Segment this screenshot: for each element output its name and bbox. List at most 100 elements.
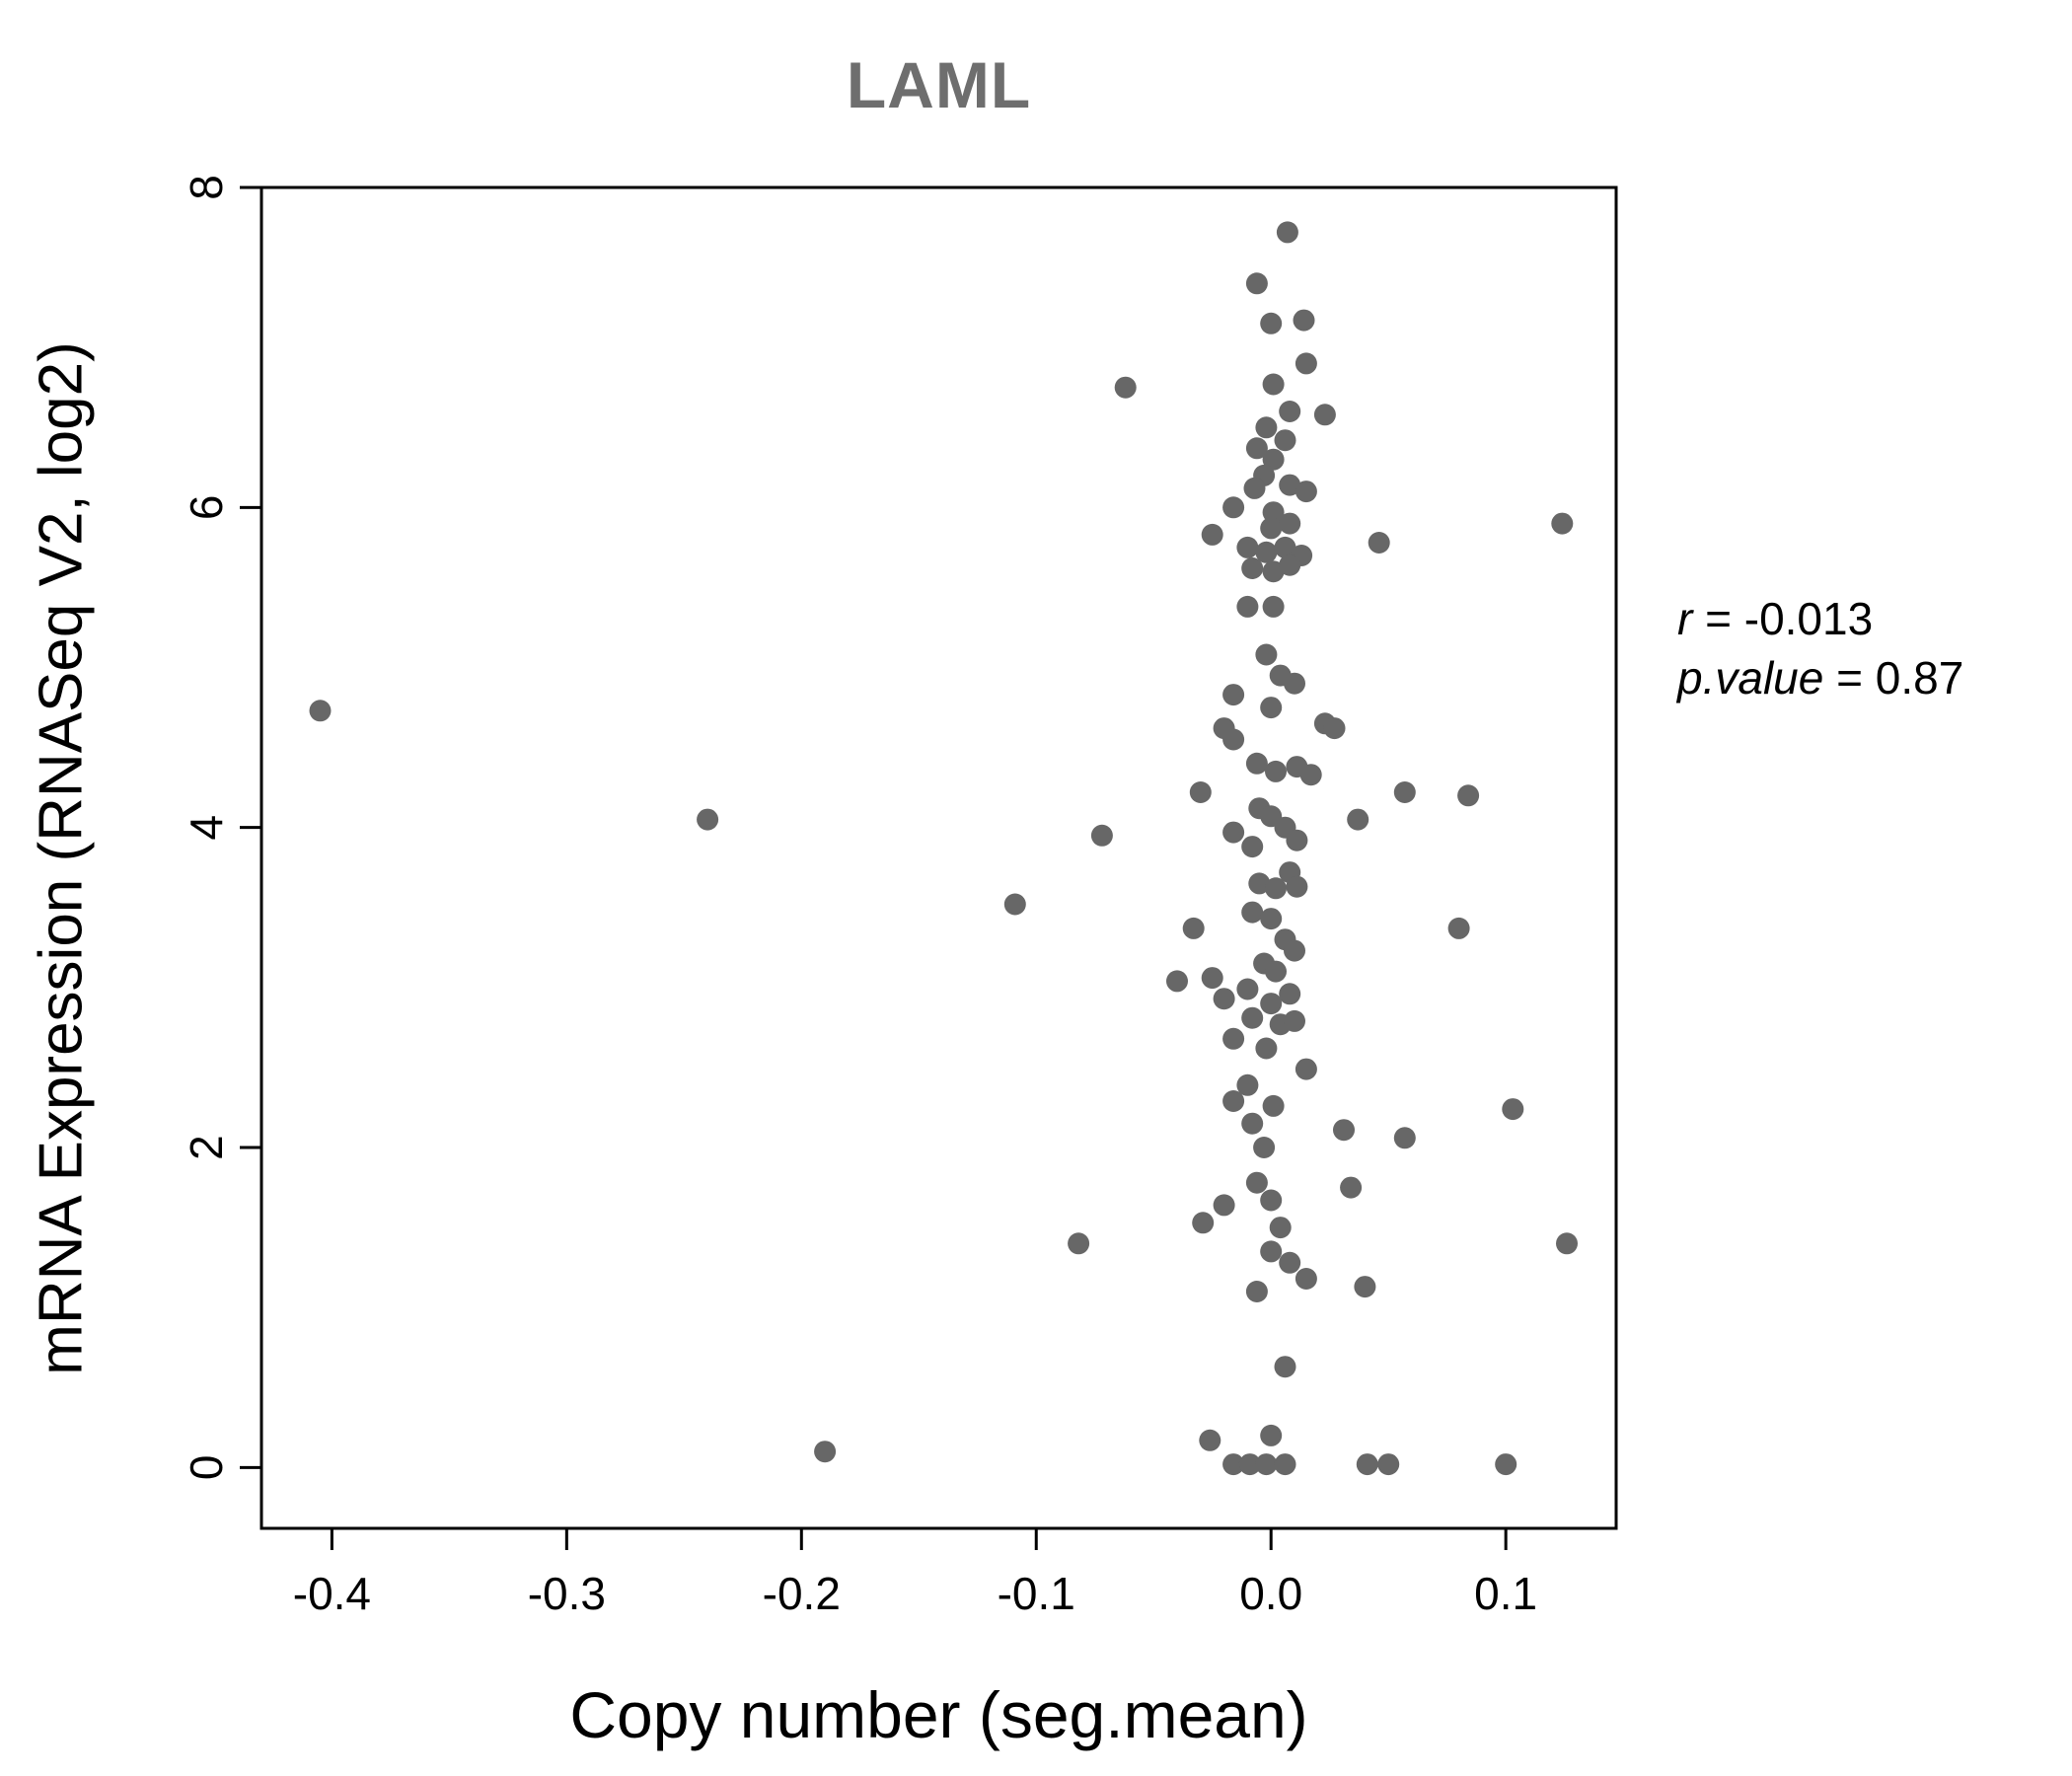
correlation-annotation: r = -0.013 p.value = 0.87 [1677, 590, 1963, 708]
data-point [1114, 376, 1137, 399]
data-point [309, 700, 332, 722]
data-point [1243, 477, 1266, 499]
chart-title: LAML [846, 48, 1032, 121]
data-point [1262, 595, 1285, 618]
data-point [1354, 1276, 1376, 1298]
data-point [1262, 560, 1285, 583]
data-point [1260, 993, 1283, 1015]
data-point [1222, 1090, 1245, 1112]
data-point [1368, 532, 1390, 554]
data-point [1340, 1176, 1363, 1199]
data-point [1457, 784, 1480, 807]
data-point [1279, 983, 1301, 1005]
data-point [1279, 474, 1301, 496]
x-tick-label: 0.1 [1474, 1568, 1537, 1619]
data-point [1255, 541, 1278, 563]
data-point [1347, 808, 1369, 831]
data-point [1260, 1189, 1283, 1212]
data-point [1241, 1112, 1264, 1135]
data-point [1222, 684, 1245, 706]
data-point [1393, 1127, 1416, 1149]
data-point [1260, 697, 1283, 719]
data-point [1313, 404, 1336, 426]
data-point [1551, 512, 1574, 535]
data-point [1253, 1137, 1276, 1158]
data-point [1238, 1453, 1261, 1476]
data-point [1274, 429, 1296, 452]
data-point [1201, 523, 1223, 546]
x-axis-label: Copy number (seg.mean) [569, 1678, 1308, 1751]
data-point [1241, 836, 1264, 858]
r-label: r [1677, 593, 1693, 644]
data-point [1295, 1058, 1317, 1080]
y-tick-label: 6 [181, 495, 232, 521]
data-point [1447, 917, 1470, 939]
data-point [1276, 221, 1298, 244]
data-point [1236, 978, 1259, 1000]
data-point [1279, 554, 1301, 576]
x-tick-label: -0.1 [998, 1568, 1075, 1619]
data-point [1222, 1027, 1245, 1050]
data-point [1245, 1171, 1268, 1194]
data-point [1222, 728, 1245, 751]
data-point [1279, 401, 1301, 422]
data-point [1068, 1232, 1090, 1255]
data-point [1333, 1119, 1355, 1142]
data-point [1248, 872, 1271, 895]
data-point [1241, 557, 1264, 579]
data-point [1213, 1194, 1235, 1217]
data-point [814, 1441, 837, 1463]
data-point [1222, 1453, 1245, 1476]
data-point [1286, 829, 1308, 851]
data-point [1222, 496, 1245, 519]
data-point [1241, 901, 1264, 924]
data-point [1236, 595, 1259, 618]
y-tick-label: 8 [181, 175, 232, 200]
p-value-line: p.value = 0.87 [1677, 649, 1963, 708]
data-point [1274, 536, 1296, 558]
data-point [1356, 1453, 1378, 1476]
y-tick-label: 2 [181, 1135, 232, 1160]
data-point [1284, 939, 1305, 962]
data-point [1192, 1212, 1215, 1234]
data-point [1393, 781, 1416, 803]
data-point [1222, 821, 1245, 844]
data-point [1255, 416, 1278, 439]
data-point [1265, 960, 1287, 983]
p-value: = 0.87 [1823, 651, 1964, 703]
data-point [1269, 1217, 1292, 1239]
data-point [1295, 1268, 1317, 1290]
data-point [1245, 752, 1268, 775]
data-point [1260, 517, 1283, 540]
data-point [1255, 643, 1278, 666]
data-point [1556, 1232, 1578, 1255]
data-point [1003, 893, 1026, 916]
data-point [1166, 970, 1188, 993]
data-point [1262, 1094, 1285, 1117]
data-point [1279, 512, 1301, 535]
plot-border [259, 185, 1618, 1530]
data-point [1323, 717, 1346, 740]
x-tick-label: -0.4 [293, 1568, 371, 1619]
data-point [697, 808, 719, 831]
data-point [1262, 501, 1285, 524]
data-point [1255, 1453, 1278, 1476]
data-point [1236, 536, 1259, 558]
data-point [1284, 672, 1305, 695]
data-point [1262, 448, 1285, 471]
data-point [1274, 1453, 1296, 1476]
data-point [1201, 967, 1223, 990]
data-point [1377, 1453, 1400, 1476]
data-point [1182, 917, 1205, 939]
data-point [1090, 824, 1113, 847]
data-point [1245, 437, 1268, 460]
x-tick-label: -0.3 [528, 1568, 606, 1619]
data-point [1260, 312, 1283, 334]
data-point [1265, 877, 1287, 900]
data-point [1495, 1453, 1517, 1476]
data-point [1260, 1424, 1283, 1446]
data-point [1262, 373, 1285, 396]
data-point [1241, 1006, 1264, 1029]
